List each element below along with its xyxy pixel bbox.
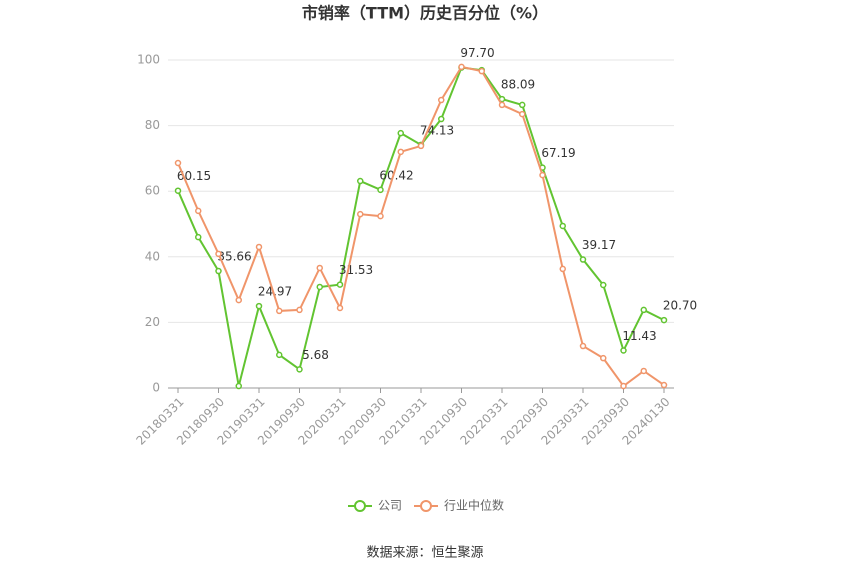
- series-line: [177, 66, 665, 387]
- data-label: 60.42: [379, 168, 413, 182]
- point: [195, 233, 202, 241]
- point: [276, 307, 283, 315]
- point: [620, 347, 627, 354]
- data-label: 35.66: [217, 250, 251, 264]
- point: [336, 281, 344, 288]
- point: [336, 304, 344, 312]
- y-tick-label: 20: [145, 315, 160, 329]
- legend-marker: [420, 500, 432, 512]
- point: [559, 265, 566, 273]
- data-label: 67.19: [541, 146, 575, 160]
- legend-label: 公司: [378, 499, 402, 513]
- data-label: 97.70: [460, 46, 494, 60]
- point: [174, 159, 182, 167]
- y-tick-label: 0: [152, 381, 160, 395]
- point: [579, 256, 587, 263]
- point: [660, 381, 668, 389]
- point: [519, 101, 526, 109]
- point: [640, 367, 647, 375]
- data-label: 20.70: [663, 299, 697, 313]
- point: [559, 222, 566, 230]
- point: [215, 250, 222, 258]
- legend-label: 行业中位数: [444, 498, 504, 513]
- data-label: 31.53: [339, 263, 373, 277]
- point: [519, 110, 526, 118]
- chart-title: 市销率（TTM）历史百分位（%）: [302, 4, 548, 23]
- point: [397, 148, 404, 156]
- point: [600, 354, 607, 362]
- data-label: 24.97: [258, 285, 292, 299]
- point: [215, 267, 222, 275]
- point: [235, 382, 242, 390]
- data-label: 11.43: [622, 329, 656, 343]
- point: [377, 186, 384, 194]
- y-tick-label: 60: [145, 184, 160, 198]
- y-tick-label: 100: [137, 53, 160, 67]
- point: [579, 342, 587, 350]
- point: [316, 283, 323, 291]
- point: [377, 212, 384, 220]
- point: [600, 281, 607, 289]
- point: [478, 67, 485, 75]
- point: [539, 171, 546, 179]
- point: [640, 306, 647, 314]
- y-tick-label: 80: [145, 118, 160, 132]
- point: [438, 96, 445, 104]
- point: [620, 382, 627, 390]
- point: [276, 351, 283, 359]
- point: [296, 366, 303, 373]
- point: [438, 115, 445, 123]
- point: [235, 296, 242, 304]
- point: [174, 187, 182, 194]
- point: [498, 101, 506, 109]
- data-label: 88.09: [501, 78, 535, 92]
- point: [660, 316, 668, 324]
- point: [255, 243, 263, 251]
- point: [316, 264, 323, 272]
- legend-marker: [354, 500, 366, 512]
- point: [357, 177, 364, 185]
- data-label: 5.68: [302, 348, 329, 362]
- point: [417, 142, 425, 150]
- point: [357, 210, 364, 218]
- data-label: 39.17: [582, 238, 616, 252]
- point: [397, 129, 404, 137]
- source: 数据来源：恒生聚源: [366, 546, 483, 561]
- point: [195, 207, 202, 215]
- point: [296, 306, 303, 314]
- point: [255, 302, 263, 310]
- y-tick-label: 40: [145, 249, 160, 263]
- point: [458, 63, 465, 71]
